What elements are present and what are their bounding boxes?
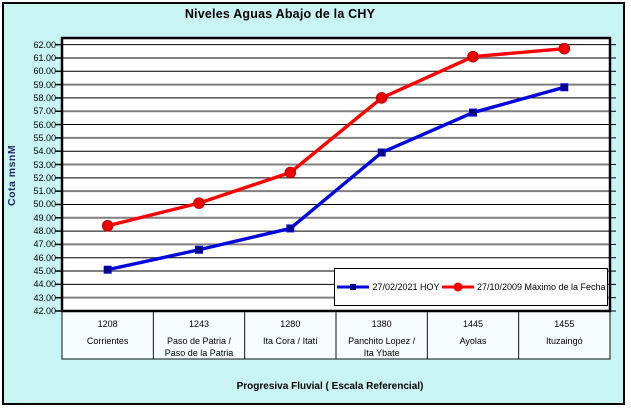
y-tick-label: 43.00 xyxy=(33,292,56,303)
x-category-name: Ituzaingó xyxy=(546,336,583,346)
data-point-marker xyxy=(284,166,297,179)
x-category-name: Paso de la Patria xyxy=(164,348,234,358)
data-point-marker xyxy=(558,42,571,55)
y-tick-label: 52.00 xyxy=(33,172,56,183)
data-point-marker xyxy=(375,92,388,104)
x-category-name: Corrientes xyxy=(86,336,129,346)
data-point-marker xyxy=(377,148,386,157)
y-tick-label: 59.00 xyxy=(33,79,56,90)
y-tick-label: 56.00 xyxy=(33,119,56,130)
chart-title: Niveles Aguas Abajo de la CHY xyxy=(184,7,376,21)
x-category-label: 1380 Panchito Lopez / Ita Ybate xyxy=(337,314,426,358)
y-tick-label: 54.00 xyxy=(33,146,56,157)
data-point-marker xyxy=(101,219,114,232)
y-tick-label: 58.00 xyxy=(33,92,56,103)
plot-area xyxy=(62,38,610,311)
x-category-km: 1243 xyxy=(188,319,209,329)
data-point-marker xyxy=(286,224,295,233)
x-axis-title: Progresiva Fluvial ( Escala Referencial) xyxy=(236,381,424,392)
y-tick-label: 47.00 xyxy=(33,239,56,250)
x-category-label: 1208 Corrientes xyxy=(63,314,152,358)
data-point-marker xyxy=(195,245,203,254)
x-category-label: 1280 Ita Cora / Itatí xyxy=(246,314,335,358)
y-tick-label: 62.00 xyxy=(33,39,56,50)
y-tick-label: 45.00 xyxy=(33,266,56,277)
data-point-marker xyxy=(560,83,569,92)
series-line-0 xyxy=(105,85,567,272)
y-tick-label: 57.00 xyxy=(33,106,56,117)
y-tick-label: 55.00 xyxy=(33,132,56,143)
x-category-name: Ita Cora / Itatí xyxy=(263,336,318,346)
x-category-name: Panchito Lopez / xyxy=(348,336,416,346)
x-category-label: 1455 Ituzaingó xyxy=(520,314,609,358)
y-tick-label: 48.00 xyxy=(33,226,56,237)
x-category-name: Ita Ybate xyxy=(363,348,400,358)
y-tick-label: 49.00 xyxy=(33,212,56,223)
x-category-name: Paso de Patria / xyxy=(166,336,232,346)
y-tick-label: 42.00 xyxy=(33,306,56,316)
legend-item: 27/02/2021 HOY xyxy=(336,281,440,293)
plot-border xyxy=(60,36,612,313)
y-tick-label: 44.00 xyxy=(33,279,56,290)
legend-item: 27/10/2009 Máximo de la Fecha xyxy=(441,281,606,293)
data-point-marker xyxy=(103,265,112,274)
y-tick-label: 53.00 xyxy=(33,159,56,170)
legend-line-square-marker-icon xyxy=(337,284,370,290)
legend-label: 27/10/2009 Máximo de la Fecha xyxy=(476,282,606,292)
data-point-marker xyxy=(193,197,205,209)
data-point-marker xyxy=(469,108,477,117)
series-line-1 xyxy=(105,46,567,228)
x-category-km: 1208 xyxy=(97,319,118,329)
y-tick-label: 60.00 xyxy=(33,66,56,77)
legend: 27/02/2021 HOY 27/10/2009 Máximo de la Fe… xyxy=(334,268,608,306)
y-tick-label: 51.00 xyxy=(33,186,56,197)
x-category-km: 1280 xyxy=(280,319,301,329)
x-category-label: 1243 Paso de Patria / Paso de la Patria xyxy=(154,314,243,358)
legend-label: 27/02/2021 HOY xyxy=(372,282,440,292)
y-tick-label: 61.00 xyxy=(33,52,56,63)
y-tick-label: 50.00 xyxy=(33,199,56,210)
legend-line-circle-marker-icon xyxy=(441,282,474,292)
x-category-label: 1445 Ayolas xyxy=(428,314,517,358)
x-category-name: Ayolas xyxy=(459,336,487,346)
x-category-km: 1445 xyxy=(462,319,483,329)
x-category-km: 1455 xyxy=(554,319,575,329)
x-category-km: 1380 xyxy=(371,319,392,329)
data-point-marker xyxy=(467,50,479,63)
y-tick-label: 46.00 xyxy=(33,252,56,263)
